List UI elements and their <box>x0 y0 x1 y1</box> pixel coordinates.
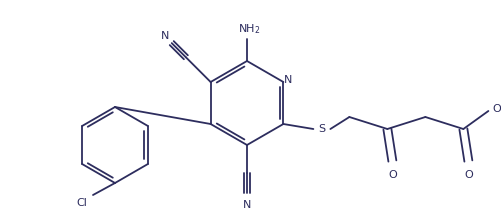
Text: N: N <box>160 31 169 41</box>
Text: Cl: Cl <box>77 198 88 208</box>
Text: N: N <box>284 75 293 85</box>
Text: O: O <box>388 170 397 180</box>
Text: O: O <box>492 104 500 114</box>
Text: O: O <box>464 170 473 180</box>
Text: NH$_2$: NH$_2$ <box>237 22 261 36</box>
Text: N: N <box>243 200 251 210</box>
Text: S: S <box>318 124 325 134</box>
